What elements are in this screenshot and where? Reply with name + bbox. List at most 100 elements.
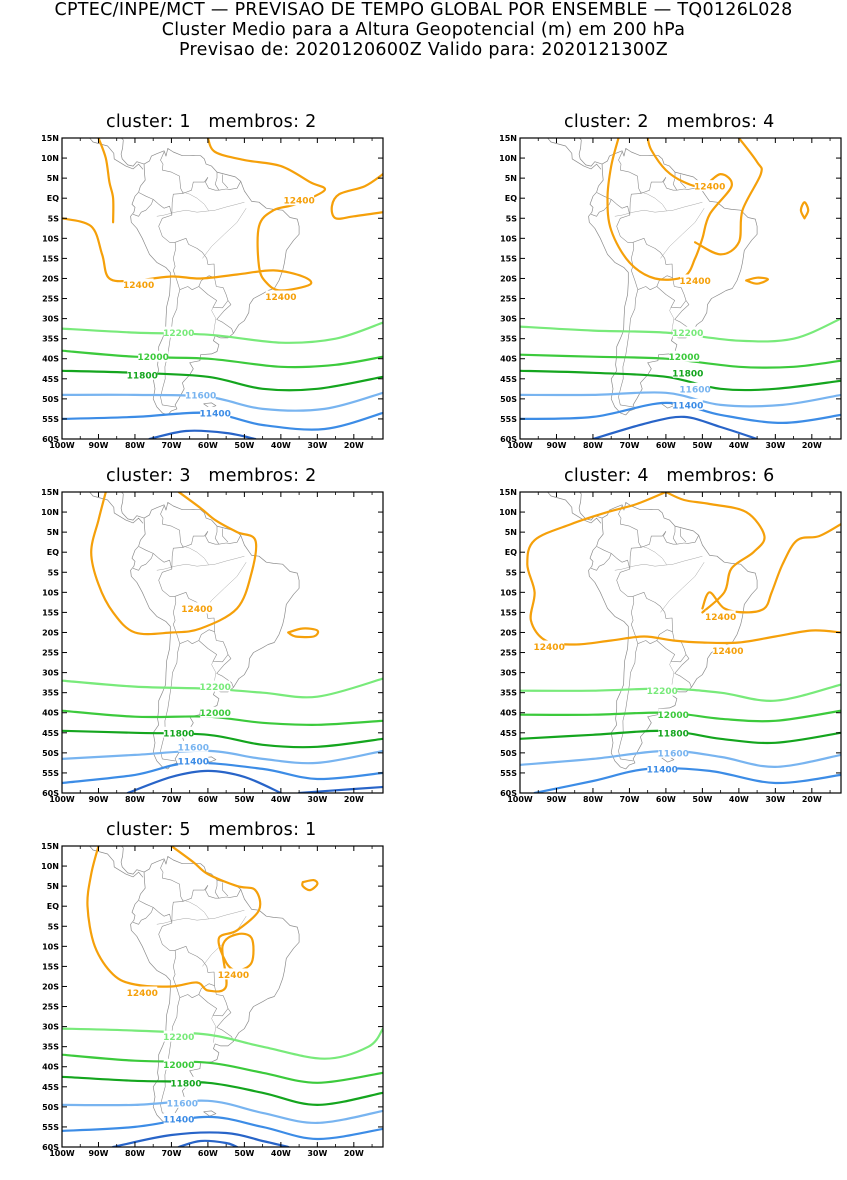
lat-label: 5N xyxy=(47,882,59,891)
country-border xyxy=(158,547,184,644)
country-border xyxy=(596,546,631,570)
lat-label: 55S xyxy=(500,415,517,424)
country-border xyxy=(596,192,631,216)
contour-line-11800 xyxy=(62,729,383,749)
lat-label: 15N xyxy=(499,134,517,143)
contour-label-bg xyxy=(138,350,169,362)
contour-label: 12400 xyxy=(283,197,314,207)
lon-label: 30W xyxy=(307,795,327,804)
lon-label: 60W xyxy=(656,441,676,450)
header-line-2: Cluster Medio para a Altura Geopotencial… xyxy=(161,20,686,40)
lon-label: 90W xyxy=(546,441,566,450)
lon-label: 50W xyxy=(234,795,254,804)
country-border xyxy=(618,643,639,762)
lat-label: 50S xyxy=(42,749,59,758)
contour-line-12400 xyxy=(606,138,733,281)
lon-label: 20W xyxy=(802,441,822,450)
contour-label-bg xyxy=(647,684,678,696)
plot-frame xyxy=(519,491,842,794)
map-plot: 12400 12400 12400 12200 12000 11800 11600 11400… xyxy=(499,488,842,804)
lat-label: 10S xyxy=(500,588,517,597)
lat-label: 20S xyxy=(42,982,59,991)
contour-line-12200 xyxy=(520,683,841,702)
river-line xyxy=(211,1015,217,1043)
country-border xyxy=(672,172,699,191)
contour-line-12400 xyxy=(62,138,327,292)
contour-label: 11600 xyxy=(178,743,209,753)
contour-label: 11400 xyxy=(672,401,703,411)
contour-label: 12200 xyxy=(163,1033,194,1043)
contour-label-bg xyxy=(658,726,689,738)
lat-label: 40S xyxy=(42,1063,59,1072)
country-border xyxy=(632,592,673,644)
country-border xyxy=(132,553,154,571)
contour-line-11800 xyxy=(62,369,383,392)
contour-label-bg xyxy=(672,326,703,338)
lon-label: 20W xyxy=(344,795,364,804)
coastline-central-america xyxy=(89,492,144,524)
lon-label: 50W xyxy=(692,795,712,804)
country-border xyxy=(216,654,234,688)
contour-label: 12400 xyxy=(712,647,743,657)
country-border xyxy=(222,882,229,897)
header-line-1: CPTEC/INPE/MCT — PREVISAO DE TEMPO GLOBA… xyxy=(54,0,793,20)
river-line xyxy=(182,545,209,565)
lat-label: 15N xyxy=(41,488,59,497)
lat-label: 15N xyxy=(41,134,59,143)
lat-label: 50S xyxy=(42,1103,59,1112)
lat-label: 25S xyxy=(42,649,59,658)
lat-label: 40S xyxy=(500,709,517,718)
lon-label: 80W xyxy=(583,795,603,804)
country-border xyxy=(205,531,219,545)
contour-label-bg xyxy=(658,708,689,720)
coastline-central-america xyxy=(547,138,602,170)
country-border xyxy=(174,946,215,998)
contour-label-bg xyxy=(171,1076,202,1088)
contour-label: 11400 xyxy=(163,1115,194,1125)
country-border xyxy=(138,192,173,216)
lat-label: EQ xyxy=(47,902,59,911)
contour-label: 12200 xyxy=(672,329,703,339)
map-panel-cluster-5: cluster: 5 membros: 1 12400 12400 12200 120… xyxy=(28,820,448,1170)
country-border xyxy=(663,531,677,545)
country-border xyxy=(214,526,241,545)
map-panel-cluster-1: cluster: 1 membros: 2 12400 12400 12400 122… xyxy=(28,112,448,462)
coastline-central-america xyxy=(89,846,144,878)
lon-label: 30W xyxy=(765,795,785,804)
contour-line-11200 xyxy=(148,429,257,439)
lat-label: 10S xyxy=(42,588,59,597)
contour-line-11400 xyxy=(62,761,383,785)
lat-label: 45S xyxy=(500,375,517,384)
lon-label: 50W xyxy=(234,441,254,450)
contour-line-12400 xyxy=(90,492,258,636)
contour-label: 12000 xyxy=(668,353,699,363)
lon-label: 100W xyxy=(507,795,533,804)
contour-label-bg xyxy=(534,640,565,652)
contour-label-bg xyxy=(163,726,194,738)
river-line xyxy=(156,555,245,571)
contour-line-11400 xyxy=(533,767,841,793)
country-border xyxy=(160,859,209,902)
lat-label: 50S xyxy=(42,395,59,404)
country-border xyxy=(160,643,181,762)
contour-label: 12200 xyxy=(200,683,231,693)
lat-label: 10N xyxy=(41,508,59,517)
contour-label: 12200 xyxy=(647,687,678,697)
country-border xyxy=(616,193,642,290)
contour-label: 11800 xyxy=(658,729,689,739)
lat-label: 60S xyxy=(42,1143,59,1152)
contour-line-12400 xyxy=(301,878,319,892)
lat-label: 50S xyxy=(500,395,517,404)
contour-label: 12400 xyxy=(218,971,249,981)
contour-label-bg xyxy=(669,350,700,362)
river-line xyxy=(182,191,209,211)
country-border xyxy=(590,199,612,217)
contour-line-11600 xyxy=(62,391,383,412)
panel-title: cluster: 5 membros: 1 xyxy=(106,820,317,840)
contour-label: 12400 xyxy=(705,613,736,623)
lon-label: 100W xyxy=(49,1149,75,1158)
river-line xyxy=(182,899,209,919)
lon-label: 40W xyxy=(729,441,749,450)
lon-label: 40W xyxy=(271,795,291,804)
contour-label: 12400 xyxy=(181,605,212,615)
